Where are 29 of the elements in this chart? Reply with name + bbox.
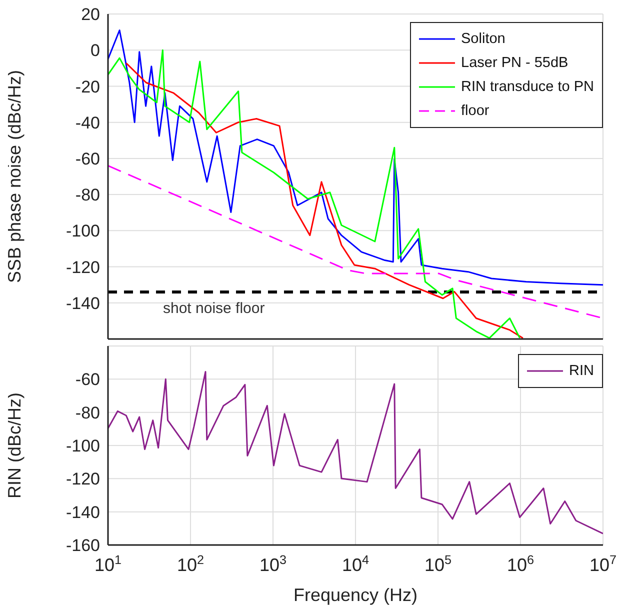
x-tick-label: 10$^{5}$ (424, 553, 452, 575)
y-tick-label: -120 (66, 258, 100, 277)
legend-label: RIN transduce to PN (461, 79, 594, 95)
y-tick-label: -100 (66, 436, 100, 456)
y-tick-label: -80 (75, 186, 100, 205)
y-tick-label: -40 (75, 113, 100, 132)
legend-label: Laser PN - 55dB (461, 55, 568, 71)
y-tick-label: 20 (81, 5, 100, 24)
legend-label: floor (461, 103, 490, 119)
y-tick-label: -20 (75, 77, 100, 96)
x-tick-label: 10$^{3}$ (259, 553, 287, 575)
y-tick-label: -60 (75, 370, 100, 390)
legend-label: RIN (569, 363, 594, 379)
ref-line-label: shot noise floor (163, 300, 265, 318)
y-tick-label: -160 (66, 536, 100, 556)
y-tick-label: -100 (66, 222, 100, 241)
legend-label: Soliton (461, 31, 506, 47)
x-axis-title: Frequency (Hz) (293, 585, 418, 605)
y-tick-label: -60 (75, 149, 100, 168)
x-tick-label: 10$^{6}$ (506, 553, 534, 575)
x-tick-label: 10$^{2}$ (176, 553, 204, 575)
y-tick-label: -140 (66, 294, 100, 313)
x-tick-label: 10$^{7}$ (589, 553, 617, 575)
x-tick-label: 10$^{4}$ (342, 553, 370, 575)
y-tick-label: -80 (75, 403, 100, 422)
y-tick-label: -120 (66, 470, 100, 489)
y-tick-label: 0 (90, 41, 100, 60)
y-tick-label: -140 (66, 502, 100, 522)
x-tick-label: 10$^{1}$ (94, 553, 122, 575)
